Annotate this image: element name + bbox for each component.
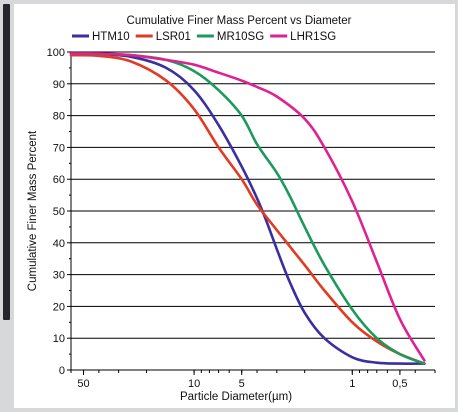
y-tick-label: 0 [59, 365, 65, 377]
chart-svg: Cumulative Finer Mass Percent vs Diamete… [27, 15, 436, 403]
y-axis-label: Cumulative Finer Mass Percent [27, 130, 39, 291]
x-tick-label: 0,5 [392, 378, 407, 390]
x-tick-label: 10 [188, 378, 200, 390]
y-tick-label: 10 [53, 333, 65, 345]
legend-label-lsr01: LSR01 [156, 31, 191, 43]
y-tick-label: 70 [53, 142, 65, 154]
y-tick-label: 30 [53, 270, 65, 282]
x-axis-label: Particle Diameter(µm) [180, 391, 292, 403]
legend-label-lhr1sg: LHR1SG [290, 31, 336, 43]
legend: HTM10 LSR01 MR10SG LHR1SG [72, 31, 336, 43]
y-tick-label: 80 [53, 111, 65, 123]
series-line-htm10 [69, 52, 426, 365]
x-tick-label: 50 [77, 378, 89, 390]
y-tick-label: 60 [53, 174, 65, 186]
grid-lines [71, 51, 435, 339]
chart-panel: Cumulative Finer Mass Percent vs Diamete… [14, 4, 455, 408]
y-tick-label: 50 [53, 206, 65, 218]
chart-title: Cumulative Finer Mass Percent vs Diamete… [127, 15, 352, 27]
left-dark-bar [3, 4, 10, 320]
ticks: 0 10 20 30 40 50 60 70 80 90 100 50 10 5 1 0,5 [47, 47, 436, 390]
legend-label-htm10: HTM10 [92, 31, 130, 43]
series-line-lhr1sg [69, 52, 426, 362]
x-tick-label: 1 [349, 378, 355, 390]
y-tick-label: 40 [53, 238, 65, 250]
series-line-mr10sg [69, 52, 426, 365]
series-lines [69, 52, 426, 365]
x-tick-label: 5 [239, 378, 245, 390]
left-edge-strip [0, 0, 12, 412]
series-line-lsr01 [69, 53, 426, 365]
y-tick-label: 100 [47, 47, 65, 59]
legend-label-mr10sg: MR10SG [217, 31, 264, 43]
y-tick-label: 90 [53, 79, 65, 91]
y-tick-label: 20 [53, 301, 65, 313]
